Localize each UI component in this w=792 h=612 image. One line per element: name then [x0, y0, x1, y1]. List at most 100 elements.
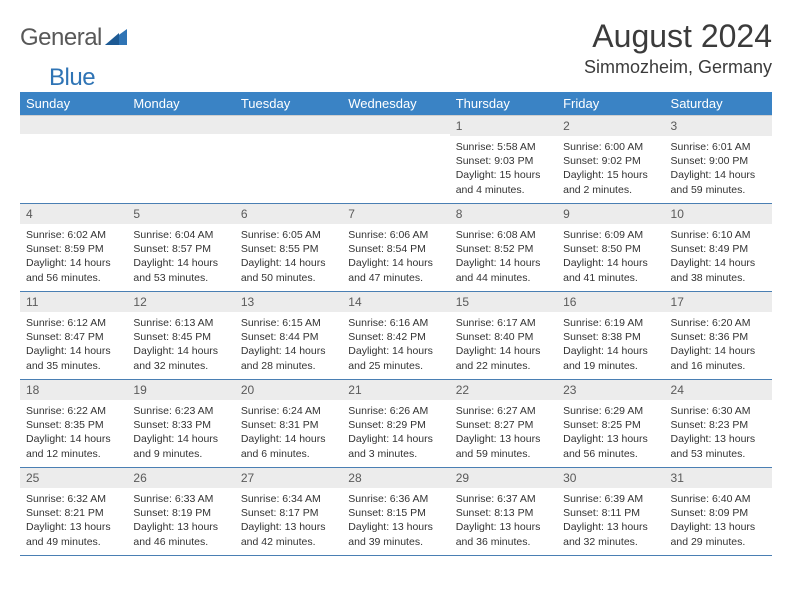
sunset-text: Sunset: 8:54 PM	[348, 242, 443, 256]
sunset-text: Sunset: 8:11 PM	[563, 506, 658, 520]
calendar-cell	[127, 116, 234, 204]
calendar-cell	[342, 116, 449, 204]
day-header: Monday	[127, 92, 234, 116]
sunset-text: Sunset: 8:44 PM	[241, 330, 336, 344]
daylight-text: Daylight: 14 hours and 9 minutes.	[133, 432, 228, 460]
day-details: Sunrise: 6:06 AMSunset: 8:54 PMDaylight:…	[342, 224, 449, 287]
sunset-text: Sunset: 9:02 PM	[563, 154, 658, 168]
day-number: 31	[665, 468, 772, 488]
day-header: Saturday	[665, 92, 772, 116]
day-details: Sunrise: 6:09 AMSunset: 8:50 PMDaylight:…	[557, 224, 664, 287]
day-details: Sunrise: 6:20 AMSunset: 8:36 PMDaylight:…	[665, 312, 772, 375]
day-details: Sunrise: 6:01 AMSunset: 9:00 PMDaylight:…	[665, 136, 772, 199]
daylight-text: Daylight: 13 hours and 32 minutes.	[563, 520, 658, 548]
sunrise-text: Sunrise: 6:22 AM	[26, 404, 121, 418]
daylight-text: Daylight: 13 hours and 36 minutes.	[456, 520, 551, 548]
day-number: 4	[20, 204, 127, 224]
daylight-text: Daylight: 13 hours and 39 minutes.	[348, 520, 443, 548]
daylight-text: Daylight: 13 hours and 59 minutes.	[456, 432, 551, 460]
day-number: 13	[235, 292, 342, 312]
daylight-text: Daylight: 14 hours and 3 minutes.	[348, 432, 443, 460]
calendar-cell: 8Sunrise: 6:08 AMSunset: 8:52 PMDaylight…	[450, 204, 557, 292]
sunset-text: Sunset: 8:45 PM	[133, 330, 228, 344]
location: Simmozheim, Germany	[584, 57, 772, 78]
daylight-text: Daylight: 14 hours and 32 minutes.	[133, 344, 228, 372]
daylight-text: Daylight: 14 hours and 50 minutes.	[241, 256, 336, 284]
calendar-cell: 26Sunrise: 6:33 AMSunset: 8:19 PMDayligh…	[127, 468, 234, 556]
day-details: Sunrise: 6:24 AMSunset: 8:31 PMDaylight:…	[235, 400, 342, 463]
calendar-cell: 1Sunrise: 5:58 AMSunset: 9:03 PMDaylight…	[450, 116, 557, 204]
day-number: 10	[665, 204, 772, 224]
sunset-text: Sunset: 8:55 PM	[241, 242, 336, 256]
day-details: Sunrise: 6:02 AMSunset: 8:59 PMDaylight:…	[20, 224, 127, 287]
daylight-text: Daylight: 13 hours and 46 minutes.	[133, 520, 228, 548]
daylight-text: Daylight: 13 hours and 56 minutes.	[563, 432, 658, 460]
sunset-text: Sunset: 8:50 PM	[563, 242, 658, 256]
day-number: 7	[342, 204, 449, 224]
sunset-text: Sunset: 8:19 PM	[133, 506, 228, 520]
sunset-text: Sunset: 8:38 PM	[563, 330, 658, 344]
daylight-text: Daylight: 14 hours and 59 minutes.	[671, 168, 766, 196]
sunrise-text: Sunrise: 6:17 AM	[456, 316, 551, 330]
daylight-text: Daylight: 13 hours and 42 minutes.	[241, 520, 336, 548]
day-details: Sunrise: 6:22 AMSunset: 8:35 PMDaylight:…	[20, 400, 127, 463]
day-number: 1	[450, 116, 557, 136]
sunset-text: Sunset: 8:57 PM	[133, 242, 228, 256]
calendar-cell: 27Sunrise: 6:34 AMSunset: 8:17 PMDayligh…	[235, 468, 342, 556]
calendar-week-row: 11Sunrise: 6:12 AMSunset: 8:47 PMDayligh…	[20, 292, 772, 380]
sunrise-text: Sunrise: 6:37 AM	[456, 492, 551, 506]
day-number: 29	[450, 468, 557, 488]
calendar-cell: 28Sunrise: 6:36 AMSunset: 8:15 PMDayligh…	[342, 468, 449, 556]
day-number: 20	[235, 380, 342, 400]
sunset-text: Sunset: 8:13 PM	[456, 506, 551, 520]
day-number: 28	[342, 468, 449, 488]
sunset-text: Sunset: 8:09 PM	[671, 506, 766, 520]
daylight-text: Daylight: 13 hours and 53 minutes.	[671, 432, 766, 460]
day-number: 8	[450, 204, 557, 224]
calendar-cell: 24Sunrise: 6:30 AMSunset: 8:23 PMDayligh…	[665, 380, 772, 468]
day-header: Sunday	[20, 92, 127, 116]
sunrise-text: Sunrise: 6:12 AM	[26, 316, 121, 330]
calendar-cell: 21Sunrise: 6:26 AMSunset: 8:29 PMDayligh…	[342, 380, 449, 468]
daylight-text: Daylight: 13 hours and 29 minutes.	[671, 520, 766, 548]
day-number: 26	[127, 468, 234, 488]
calendar-cell: 5Sunrise: 6:04 AMSunset: 8:57 PMDaylight…	[127, 204, 234, 292]
day-number: 9	[557, 204, 664, 224]
day-number: 21	[342, 380, 449, 400]
daylight-text: Daylight: 15 hours and 4 minutes.	[456, 168, 551, 196]
daylight-text: Daylight: 13 hours and 49 minutes.	[26, 520, 121, 548]
calendar-cell: 9Sunrise: 6:09 AMSunset: 8:50 PMDaylight…	[557, 204, 664, 292]
daylight-text: Daylight: 14 hours and 19 minutes.	[563, 344, 658, 372]
day-number: 17	[665, 292, 772, 312]
sunrise-text: Sunrise: 6:30 AM	[671, 404, 766, 418]
calendar-week-row: 25Sunrise: 6:32 AMSunset: 8:21 PMDayligh…	[20, 468, 772, 556]
logo-triangle-icon	[105, 27, 127, 50]
logo: General	[20, 24, 129, 52]
sunrise-text: Sunrise: 6:40 AM	[671, 492, 766, 506]
day-details: Sunrise: 6:17 AMSunset: 8:40 PMDaylight:…	[450, 312, 557, 375]
sunset-text: Sunset: 8:52 PM	[456, 242, 551, 256]
calendar-week-row: 4Sunrise: 6:02 AMSunset: 8:59 PMDaylight…	[20, 204, 772, 292]
daylight-text: Daylight: 14 hours and 41 minutes.	[563, 256, 658, 284]
calendar-cell: 23Sunrise: 6:29 AMSunset: 8:25 PMDayligh…	[557, 380, 664, 468]
sunrise-text: Sunrise: 6:02 AM	[26, 228, 121, 242]
day-details: Sunrise: 6:04 AMSunset: 8:57 PMDaylight:…	[127, 224, 234, 287]
day-details: Sunrise: 6:32 AMSunset: 8:21 PMDaylight:…	[20, 488, 127, 551]
day-number: 6	[235, 204, 342, 224]
calendar-cell: 19Sunrise: 6:23 AMSunset: 8:33 PMDayligh…	[127, 380, 234, 468]
day-number: 14	[342, 292, 449, 312]
sunrise-text: Sunrise: 6:32 AM	[26, 492, 121, 506]
day-details: Sunrise: 6:39 AMSunset: 8:11 PMDaylight:…	[557, 488, 664, 551]
sunset-text: Sunset: 8:49 PM	[671, 242, 766, 256]
calendar-cell: 10Sunrise: 6:10 AMSunset: 8:49 PMDayligh…	[665, 204, 772, 292]
calendar-cell: 2Sunrise: 6:00 AMSunset: 9:02 PMDaylight…	[557, 116, 664, 204]
day-details: Sunrise: 6:12 AMSunset: 8:47 PMDaylight:…	[20, 312, 127, 375]
calendar-cell: 20Sunrise: 6:24 AMSunset: 8:31 PMDayligh…	[235, 380, 342, 468]
calendar-week-row: 1Sunrise: 5:58 AMSunset: 9:03 PMDaylight…	[20, 116, 772, 204]
day-number: 30	[557, 468, 664, 488]
calendar-cell: 30Sunrise: 6:39 AMSunset: 8:11 PMDayligh…	[557, 468, 664, 556]
sunrise-text: Sunrise: 6:15 AM	[241, 316, 336, 330]
sunrise-text: Sunrise: 6:01 AM	[671, 140, 766, 154]
day-details: Sunrise: 6:08 AMSunset: 8:52 PMDaylight:…	[450, 224, 557, 287]
day-number: 3	[665, 116, 772, 136]
